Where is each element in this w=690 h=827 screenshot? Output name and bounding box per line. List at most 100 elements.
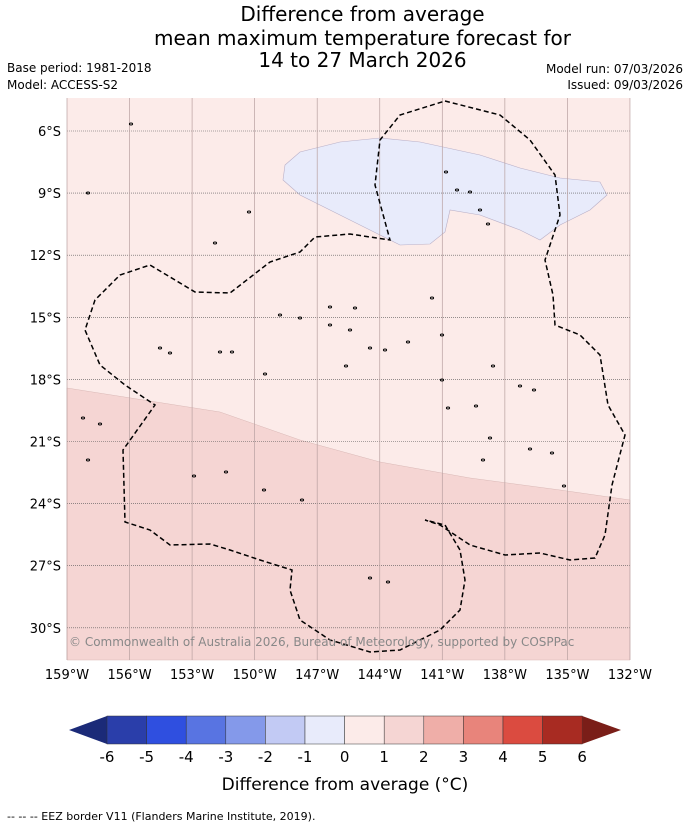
copyright-text: © Commonwealth of Australia 2026, Bureau…	[69, 635, 574, 649]
colorbar-segment	[185, 715, 227, 745]
colorbar-tick: -1	[298, 748, 313, 766]
colorbar-tick: 6	[577, 748, 587, 766]
model-run: Model run: 07/03/2026	[545, 62, 683, 76]
island	[85, 458, 91, 462]
colorbar-tick: -6	[100, 748, 115, 766]
colorbar-segment	[383, 715, 425, 745]
lon-label: 147°W	[295, 668, 339, 683]
issued-date: Issued: 09/03/2026	[567, 78, 683, 92]
island	[527, 447, 533, 451]
title-line-1: Difference from average	[240, 2, 485, 26]
island	[439, 378, 445, 382]
lat-label: 12°S	[30, 249, 61, 264]
island	[347, 328, 353, 332]
model-name: Model: ACCESS-S2	[7, 78, 119, 92]
colorbar-segment	[146, 715, 187, 745]
lon-label: 150°W	[233, 668, 277, 683]
latitude-labels: 6°S 9°S 12°S 15°S 18°S 21°S 24°S 27°S 30°S	[30, 125, 61, 637]
island	[297, 316, 303, 320]
colorbar-label: Difference from average (°C)	[222, 775, 469, 795]
longitude-labels: 159°W 156°W 153°W 150°W 147°W 144°W 141°W 138°W…	[45, 668, 652, 683]
colorbar-tick: 4	[498, 748, 508, 766]
island	[229, 350, 235, 354]
island	[385, 580, 391, 584]
colorbar-segment	[502, 715, 543, 745]
island	[405, 340, 411, 344]
island	[367, 346, 373, 350]
lon-label: 153°W	[170, 668, 214, 683]
graticule	[66, 98, 631, 660]
lat-label: 18°S	[30, 373, 61, 388]
island	[477, 208, 483, 212]
colorbar-segment	[304, 715, 345, 745]
island	[467, 190, 473, 194]
lon-label: 159°W	[45, 668, 89, 683]
island	[454, 188, 460, 192]
colorbar-tick: 1	[379, 748, 389, 766]
lat-label: 15°S	[30, 311, 61, 326]
lat-label: 6°S	[38, 125, 61, 140]
island	[327, 323, 333, 327]
island	[473, 404, 479, 408]
island	[327, 305, 333, 309]
lon-label: 135°W	[545, 668, 589, 683]
colorbar-tick: 3	[459, 748, 469, 766]
colorbar-tick: 0	[340, 748, 350, 766]
region-minus1-to-0	[282, 137, 608, 246]
island	[223, 470, 229, 474]
island	[157, 346, 163, 350]
colorbar-tick: 2	[419, 748, 429, 766]
lon-label: 156°W	[107, 668, 151, 683]
island	[531, 388, 537, 392]
colorbar-tick: -4	[179, 748, 194, 766]
map-area: © Commonwealth of Australia 2026, Bureau…	[66, 98, 631, 661]
island	[212, 241, 218, 245]
island	[487, 436, 493, 440]
colorbar: -6 -5 -4 -3 -2 -1 0 1 2 3 4 5 6	[69, 715, 621, 766]
island	[443, 170, 449, 174]
lat-label: 21°S	[30, 436, 61, 451]
island	[167, 351, 173, 355]
island	[561, 484, 567, 488]
island	[549, 451, 555, 455]
lat-label: 27°S	[30, 560, 61, 575]
colorbar-segment	[106, 715, 147, 745]
colorbar-tick: 5	[538, 748, 548, 766]
colorbar-segment	[265, 715, 306, 745]
base-period: Base period: 1981-2018	[7, 61, 152, 75]
island	[277, 313, 283, 317]
island	[382, 348, 388, 352]
islands	[80, 122, 567, 584]
lat-label: 24°S	[30, 498, 61, 513]
island	[367, 576, 373, 580]
island	[261, 488, 267, 492]
island	[439, 333, 445, 337]
colorbar-segment	[463, 715, 504, 745]
island	[490, 364, 496, 368]
island	[191, 474, 197, 478]
lat-label: 9°S	[38, 187, 61, 202]
island	[429, 296, 435, 300]
colorbar-tick: -3	[218, 748, 233, 766]
colorbar-under-arrow	[69, 716, 107, 744]
island	[85, 191, 91, 195]
island	[480, 458, 486, 462]
island	[262, 372, 268, 376]
colorbar-segment	[225, 715, 266, 745]
colorbar-segment	[344, 715, 385, 745]
title-line-3: 14 to 27 March 2026	[258, 48, 467, 72]
island	[517, 384, 523, 388]
island	[246, 210, 252, 214]
island	[80, 416, 86, 420]
lat-label: 30°S	[30, 622, 61, 637]
lon-label: 144°W	[358, 668, 402, 683]
colorbar-tick: -2	[258, 748, 273, 766]
lon-label: 138°W	[483, 668, 527, 683]
lon-label: 132°W	[608, 668, 652, 683]
island	[485, 222, 491, 226]
colorbar-segment	[423, 715, 464, 745]
island	[445, 406, 451, 410]
colorbar-segment	[542, 715, 583, 745]
island	[343, 364, 349, 368]
footer-note: -- -- -- EEZ border V11 (Flanders Marine…	[7, 810, 315, 823]
